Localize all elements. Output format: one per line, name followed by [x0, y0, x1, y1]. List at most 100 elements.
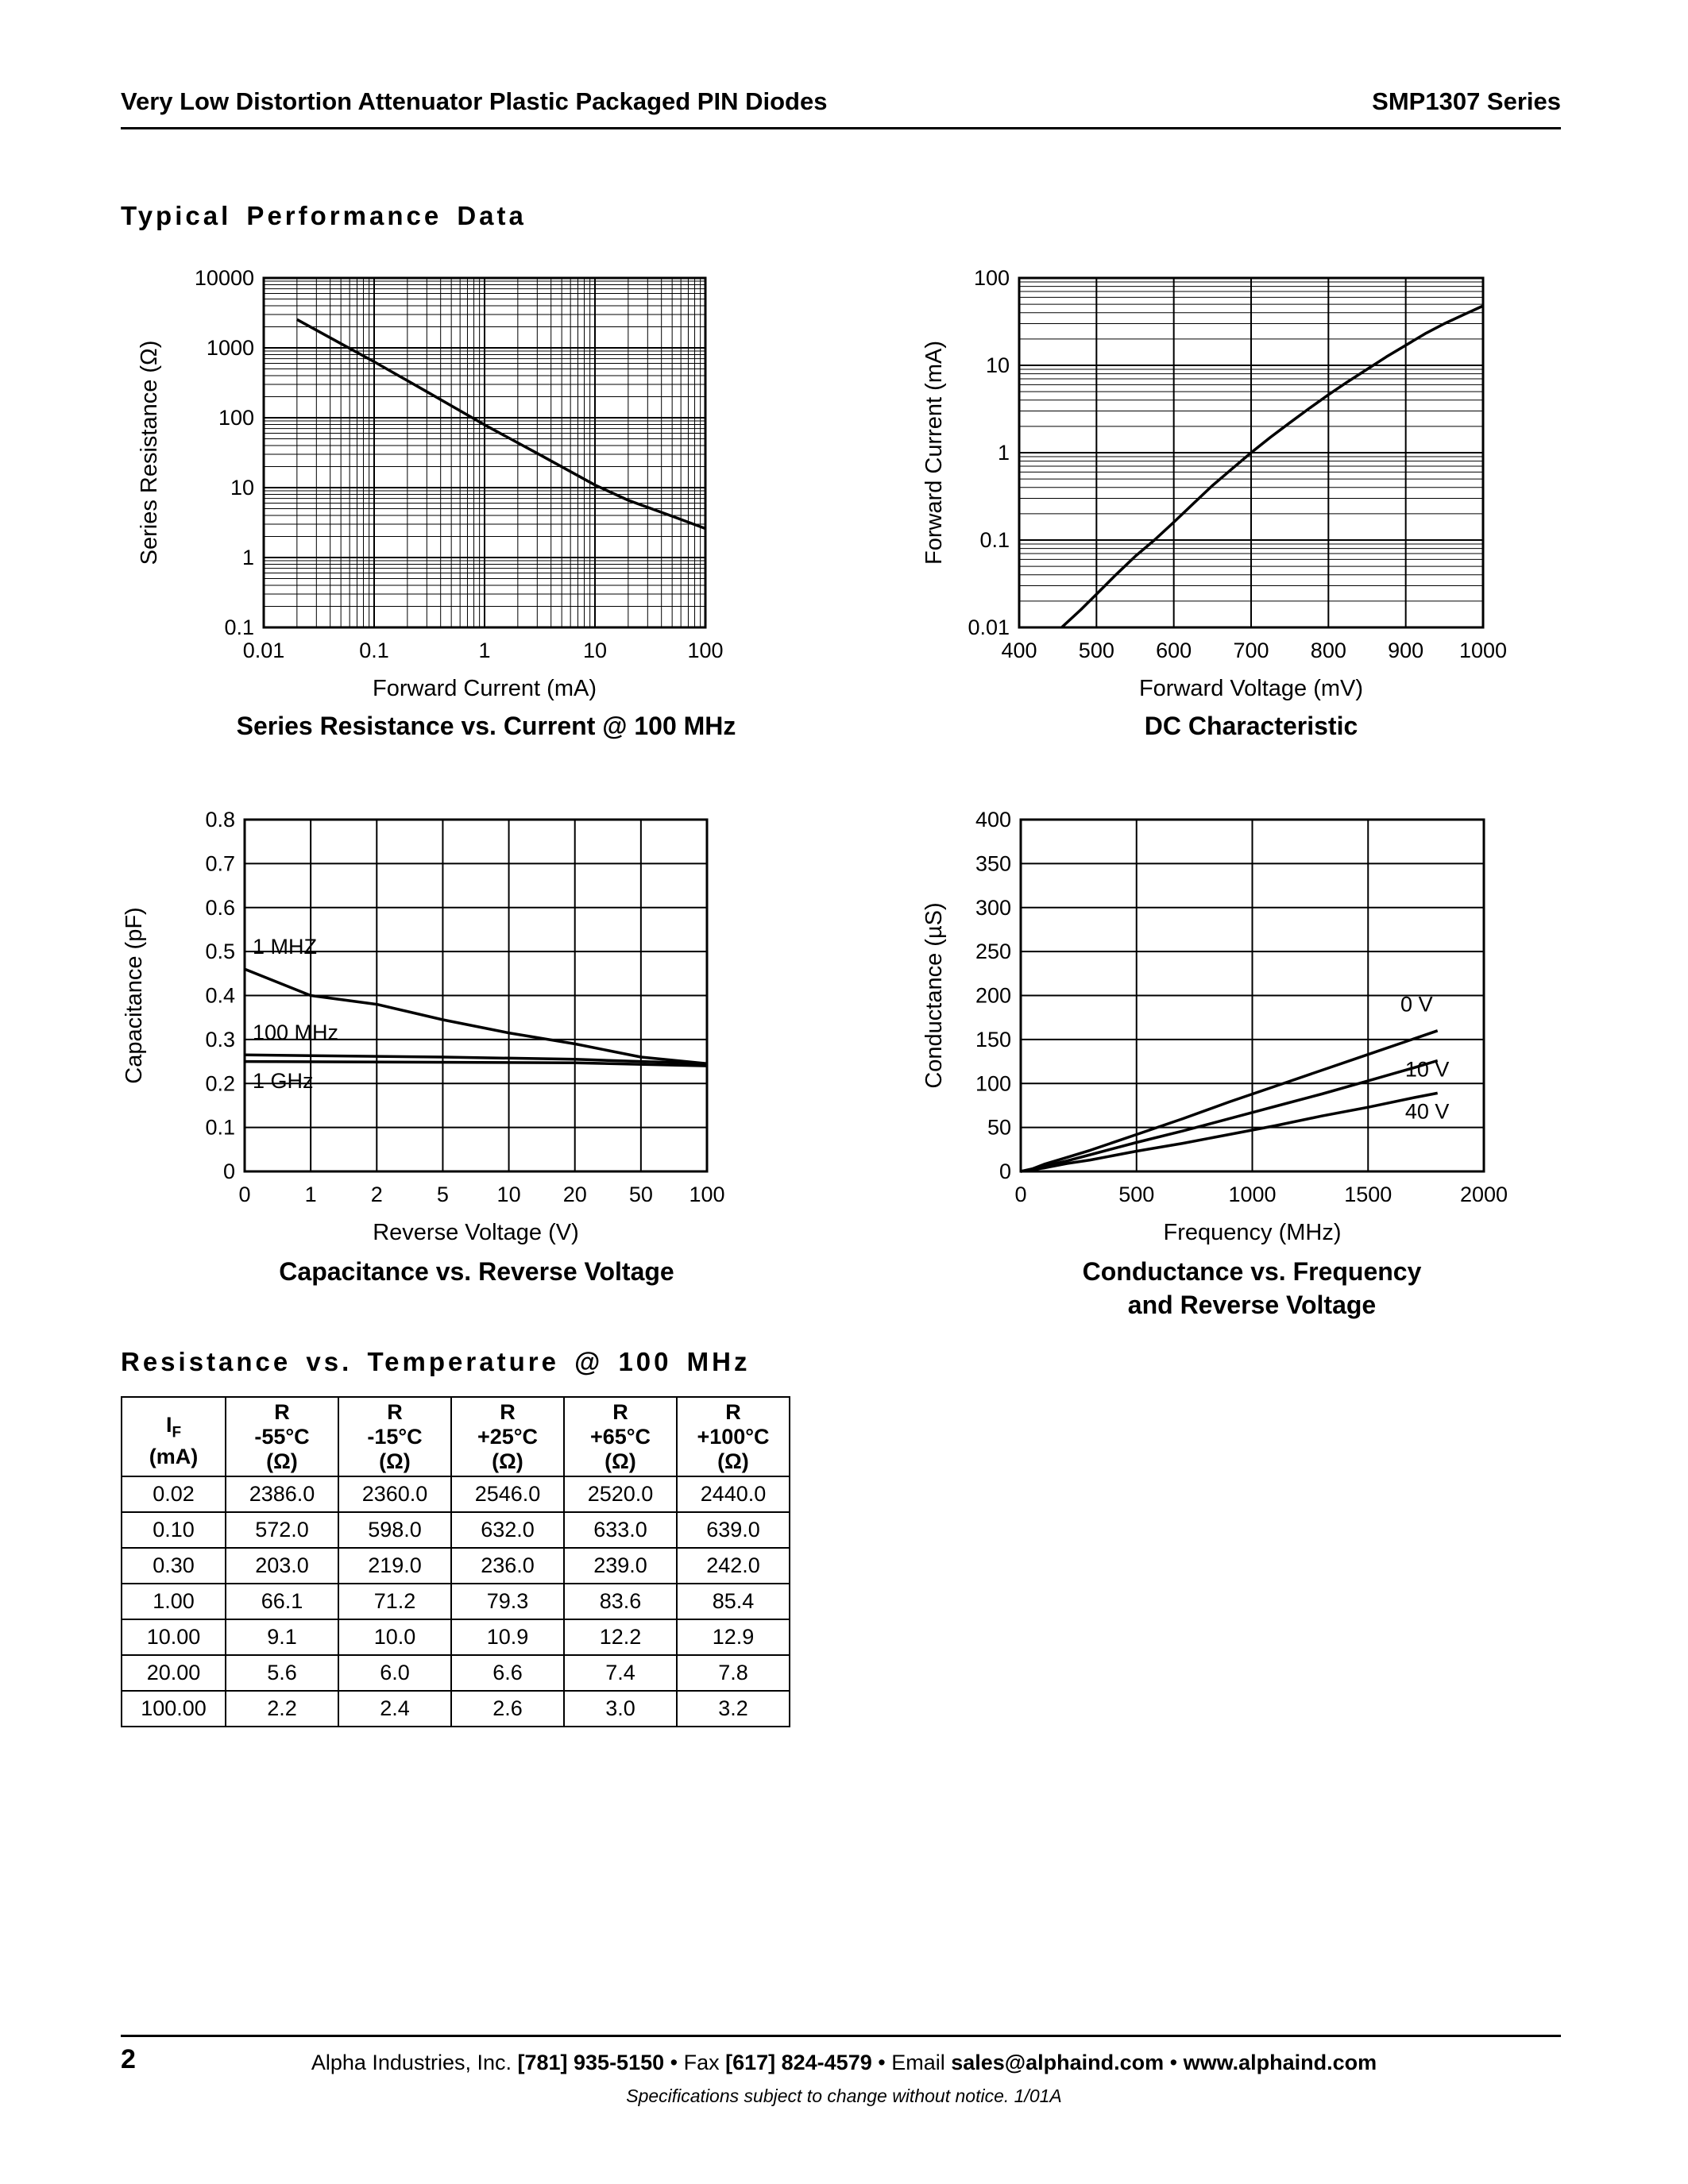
table-row: 100.00 2.2 2.4 2.6 3.0 3.2 [121, 1690, 790, 1727]
conductance-plot-border [1019, 818, 1485, 1173]
svg-text:250: 250 [975, 940, 1011, 963]
table-cell: 2546.0 [450, 1476, 565, 1513]
svg-text:1000: 1000 [1459, 639, 1507, 662]
series-resistance-gridlines [264, 278, 705, 627]
caption-series-resistance: Series Resistance vs. Current @ 100 MHz [236, 712, 736, 740]
table-cell: 7.4 [563, 1654, 678, 1692]
svg-text:200: 200 [975, 984, 1011, 1008]
document-header: Very Low Distortion Attenuator Plastic P… [121, 87, 1561, 116]
dc-characteristic-plot-border [1018, 276, 1485, 629]
curve-1-mhz [244, 967, 708, 1066]
svg-text:600: 600 [1156, 639, 1192, 662]
svg-text:100: 100 [974, 266, 1010, 290]
svg-text:0.5: 0.5 [205, 940, 235, 963]
svg-text:1: 1 [242, 546, 254, 569]
svg-text:50: 50 [629, 1183, 653, 1206]
svg-text:100: 100 [687, 639, 723, 662]
svg-text:2000: 2000 [1460, 1183, 1508, 1206]
svg-text:400: 400 [975, 808, 1011, 832]
col-header-r: R +25°C (Ω) [450, 1396, 565, 1477]
table-cell: 2360.0 [338, 1476, 452, 1513]
table-cell: 0.02 [121, 1476, 226, 1513]
section-typical-performance-title: Typical Performance Data [121, 201, 527, 230]
conductance-x-axis-label: Frequency (MHz) [1164, 1220, 1342, 1245]
table-cell: 79.3 [450, 1583, 565, 1620]
footer-segment: www.alphaind.com [1183, 2051, 1377, 2074]
svg-text:0.1: 0.1 [205, 1116, 235, 1140]
svg-text:0: 0 [223, 1160, 235, 1183]
curve-0-v [1020, 1029, 1439, 1173]
footer-segment: • Fax [664, 2051, 726, 2074]
dc-characteristic-x-axis-label: Forward Voltage (mV) [1139, 676, 1363, 701]
svg-text:1: 1 [305, 1183, 317, 1206]
svg-text:10: 10 [230, 476, 254, 500]
table-cell: 2.4 [338, 1690, 452, 1727]
table-cell: 2.6 [450, 1690, 565, 1727]
table-cell: 66.1 [225, 1583, 339, 1620]
capacitance-y-axis-label: Capacitance (pF) [122, 907, 147, 1083]
capacitance-x-axis-label: Reverse Voltage (V) [373, 1220, 579, 1245]
dc-characteristic-chart: 400 500 600 700 800 900 1000 0.01 0.1 1 10 100 Forwa… [921, 266, 1507, 701]
capacitance-tick-labels: 0 1 2 5 10 20 50 100 0 0.1 0.2 0.3 0.4 0.5 0.6 0.7 0.8 [205, 808, 724, 1206]
curve-label: 10 V [1405, 1057, 1450, 1081]
dc-characteristic-gridlines [1019, 278, 1483, 627]
curve-dc-curve [1060, 304, 1484, 629]
resistance-table: IF (mA) R -55°C (Ω) R -15°C (Ω) R +25°C (Ω) R +65°C(… [121, 1396, 790, 1727]
col-header-r: R +65°C (Ω) [563, 1396, 678, 1477]
table-cell: 242.0 [676, 1547, 790, 1584]
table-row: 20.00 5.6 6.0 6.6 7.4 7.8 [121, 1654, 790, 1692]
svg-text:100: 100 [218, 406, 254, 430]
table-cell: 0.10 [121, 1511, 226, 1549]
table-row: 0.02 2386.0 2360.0 2546.0 2520.0 2440.0 [121, 1476, 790, 1513]
svg-text:100: 100 [689, 1183, 724, 1206]
svg-text:500: 500 [1079, 639, 1114, 662]
svg-text:5: 5 [437, 1183, 449, 1206]
table-cell: 5.6 [225, 1654, 339, 1692]
table-cell: 1.00 [121, 1583, 226, 1620]
svg-text:1500: 1500 [1344, 1183, 1392, 1206]
table-cell: 239.0 [563, 1547, 678, 1584]
table-cell: 2386.0 [225, 1476, 339, 1513]
svg-text:0.01: 0.01 [243, 639, 285, 662]
series-resistance-x-axis-label: Forward Current (mA) [373, 676, 597, 701]
table-cell: 2.2 [225, 1690, 339, 1727]
svg-text:50: 50 [987, 1116, 1011, 1140]
curve-label: 1 MHZ [253, 935, 317, 959]
table-cell: 203.0 [225, 1547, 339, 1584]
table-cell: 2440.0 [676, 1476, 790, 1513]
svg-text:800: 800 [1311, 639, 1346, 662]
svg-text:0.1: 0.1 [979, 528, 1010, 552]
table-cell: 3.2 [676, 1690, 790, 1727]
svg-text:0: 0 [1014, 1183, 1026, 1206]
svg-text:20: 20 [563, 1183, 587, 1206]
dc-characteristic-y-axis-label: Forward Current (mA) [921, 341, 947, 565]
svg-text:0: 0 [999, 1160, 1011, 1183]
svg-text:100: 100 [975, 1071, 1011, 1095]
svg-text:0.8: 0.8 [205, 808, 235, 832]
svg-text:1: 1 [478, 639, 490, 662]
footer-info: Alpha Industries, Inc. [781] 935-5150 • … [0, 2051, 1688, 2075]
svg-text:0.01: 0.01 [968, 615, 1010, 639]
series-resistance-plot-border [262, 276, 707, 629]
svg-text:350: 350 [975, 851, 1011, 875]
table-cell: 632.0 [450, 1511, 565, 1549]
curve-100-mhz [244, 1053, 708, 1066]
table-cell: 572.0 [225, 1511, 339, 1549]
svg-text:500: 500 [1118, 1183, 1154, 1206]
table-cell: 236.0 [450, 1547, 565, 1584]
curve-label: 40 V [1405, 1100, 1450, 1124]
table-cell: 598.0 [338, 1511, 452, 1549]
curve-40-v [1020, 1091, 1439, 1173]
table-row: 0.10 572.0 598.0 632.0 633.0 639.0 [121, 1511, 790, 1549]
series-resistance-y-axis-label: Series Resistance (Ω) [137, 341, 162, 565]
footer-rule [121, 2035, 1561, 2037]
svg-text:0.1: 0.1 [224, 615, 254, 639]
col-header-r: R -15°C (Ω) [338, 1396, 452, 1477]
svg-text:0: 0 [238, 1183, 250, 1206]
svg-text:10: 10 [497, 1183, 521, 1206]
conductance-y-axis-label: Conductance (µS) [921, 902, 947, 1088]
curve-label: 1 GHz [253, 1069, 314, 1093]
